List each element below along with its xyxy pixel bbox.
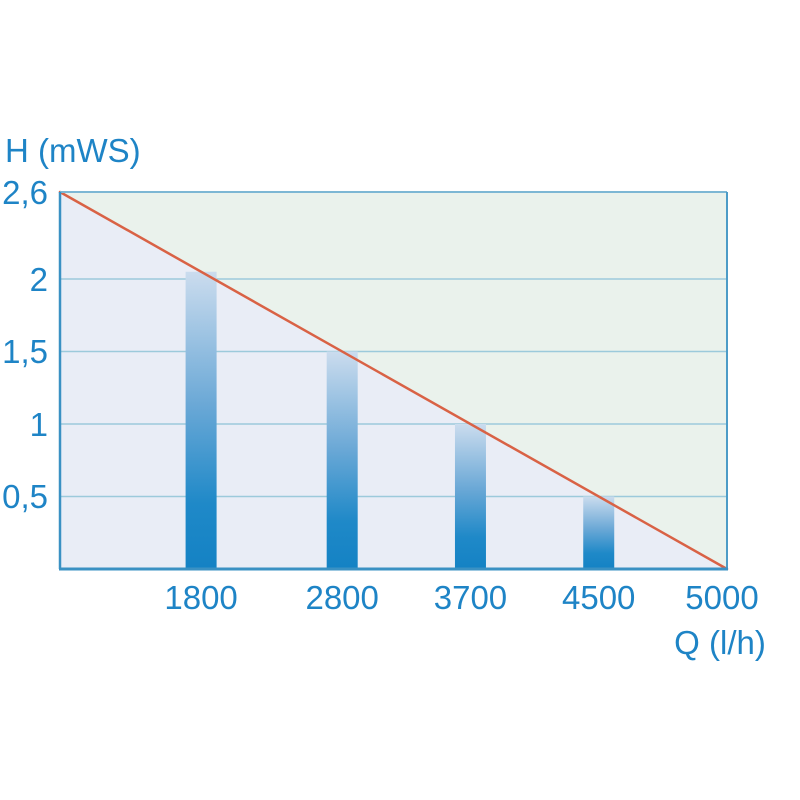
y-axis-title: H (mWS)	[5, 132, 141, 169]
performance-bar	[185, 271, 217, 569]
x-tick-label-5000: 5000	[685, 579, 759, 616]
x-tick-label-3700: 3700	[433, 579, 508, 616]
y-tick-label-1: 1	[29, 405, 48, 443]
x-tick-label-1800: 1800	[164, 579, 238, 616]
y-tick-label-0-5: 0,5	[2, 478, 48, 515]
x-axis-title: Q (l/h)	[674, 624, 766, 661]
limit-line	[58, 190, 729, 571]
x-tick-label-2800: 2800	[305, 579, 379, 616]
performance-bar	[583, 496, 615, 569]
x-tick-label-4500: 4500	[562, 579, 636, 616]
y-tick-label-2-6: 2,6	[2, 173, 48, 211]
y-tick-label-2: 2	[29, 260, 48, 298]
y-tick-label-1-5: 1,5	[2, 333, 48, 370]
performance-bar	[454, 424, 486, 569]
performance-bar	[326, 351, 358, 569]
